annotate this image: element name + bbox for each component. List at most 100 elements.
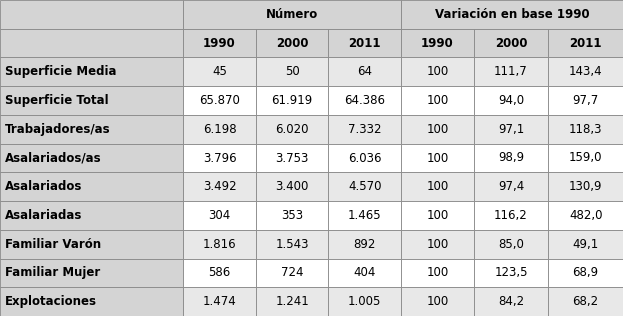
- Text: 123,5: 123,5: [494, 266, 528, 279]
- Bar: [548, 86, 623, 115]
- Bar: [183, 144, 256, 172]
- Text: 100: 100: [426, 238, 449, 251]
- Bar: [548, 58, 623, 86]
- Bar: [183, 230, 256, 258]
- Bar: [548, 201, 623, 230]
- Text: 118,3: 118,3: [569, 123, 602, 136]
- Bar: [256, 201, 328, 230]
- Bar: [256, 172, 328, 201]
- Text: 1.816: 1.816: [202, 238, 236, 251]
- Bar: [548, 230, 623, 258]
- Text: 1.543: 1.543: [275, 238, 309, 251]
- Bar: [0, 58, 183, 86]
- Bar: [328, 29, 401, 58]
- Bar: [473, 172, 548, 201]
- Bar: [328, 115, 401, 144]
- Bar: [0, 0, 183, 29]
- Text: Superficie Media: Superficie Media: [5, 65, 117, 78]
- Text: 100: 100: [426, 151, 449, 165]
- Bar: [183, 115, 256, 144]
- Bar: [401, 258, 473, 287]
- Text: 892: 892: [354, 238, 376, 251]
- Bar: [548, 287, 623, 316]
- Text: 3.753: 3.753: [275, 151, 309, 165]
- Text: Asalariadas: Asalariadas: [5, 209, 82, 222]
- Bar: [0, 287, 183, 316]
- Bar: [473, 29, 548, 58]
- Text: 1.241: 1.241: [275, 295, 309, 308]
- Text: Asalariados: Asalariados: [5, 180, 82, 193]
- Text: 159,0: 159,0: [569, 151, 602, 165]
- Text: 482,0: 482,0: [569, 209, 602, 222]
- Text: 1.474: 1.474: [202, 295, 236, 308]
- Bar: [548, 144, 623, 172]
- Text: 98,9: 98,9: [498, 151, 524, 165]
- Bar: [401, 287, 473, 316]
- Bar: [183, 0, 401, 29]
- Text: 586: 586: [209, 266, 231, 279]
- Bar: [256, 144, 328, 172]
- Bar: [473, 230, 548, 258]
- Bar: [256, 86, 328, 115]
- Bar: [0, 144, 183, 172]
- Text: 1.005: 1.005: [348, 295, 381, 308]
- Text: 100: 100: [426, 65, 449, 78]
- Bar: [401, 86, 473, 115]
- Bar: [328, 86, 401, 115]
- Text: Trabajadores/as: Trabajadores/as: [5, 123, 111, 136]
- Text: 68,9: 68,9: [573, 266, 599, 279]
- Text: Explotaciones: Explotaciones: [5, 295, 97, 308]
- Text: 353: 353: [281, 209, 303, 222]
- Bar: [183, 58, 256, 86]
- Text: 100: 100: [426, 94, 449, 107]
- Bar: [548, 172, 623, 201]
- Text: 143,4: 143,4: [569, 65, 602, 78]
- Text: 100: 100: [426, 295, 449, 308]
- Text: 404: 404: [354, 266, 376, 279]
- Text: 84,2: 84,2: [498, 295, 524, 308]
- Text: 64: 64: [357, 65, 372, 78]
- Bar: [328, 58, 401, 86]
- Text: 304: 304: [209, 209, 231, 222]
- Text: 7.332: 7.332: [348, 123, 381, 136]
- Text: 64.386: 64.386: [345, 94, 385, 107]
- Bar: [183, 201, 256, 230]
- Bar: [183, 172, 256, 201]
- Bar: [473, 58, 548, 86]
- Bar: [256, 58, 328, 86]
- Text: Superficie Total: Superficie Total: [5, 94, 108, 107]
- Text: 1990: 1990: [203, 37, 236, 50]
- Bar: [0, 172, 183, 201]
- Bar: [0, 29, 183, 58]
- Text: Variación en base 1990: Variación en base 1990: [435, 8, 589, 21]
- Bar: [256, 287, 328, 316]
- Text: 94,0: 94,0: [498, 94, 524, 107]
- Text: 111,7: 111,7: [494, 65, 528, 78]
- Text: 6.036: 6.036: [348, 151, 381, 165]
- Bar: [256, 230, 328, 258]
- Bar: [401, 115, 473, 144]
- Text: 100: 100: [426, 123, 449, 136]
- Bar: [328, 287, 401, 316]
- Text: 61.919: 61.919: [272, 94, 313, 107]
- Text: 3.796: 3.796: [202, 151, 236, 165]
- Bar: [328, 230, 401, 258]
- Bar: [473, 86, 548, 115]
- Text: 85,0: 85,0: [498, 238, 524, 251]
- Bar: [473, 201, 548, 230]
- Text: Asalariados/as: Asalariados/as: [5, 151, 102, 165]
- Bar: [256, 115, 328, 144]
- Bar: [401, 29, 473, 58]
- Bar: [328, 201, 401, 230]
- Text: 68,2: 68,2: [573, 295, 599, 308]
- Text: 6.020: 6.020: [275, 123, 309, 136]
- Text: 100: 100: [426, 266, 449, 279]
- Bar: [0, 115, 183, 144]
- Text: Número: Número: [266, 8, 318, 21]
- Bar: [401, 230, 473, 258]
- Bar: [401, 58, 473, 86]
- Text: 100: 100: [426, 180, 449, 193]
- Bar: [401, 172, 473, 201]
- Bar: [401, 201, 473, 230]
- Bar: [328, 172, 401, 201]
